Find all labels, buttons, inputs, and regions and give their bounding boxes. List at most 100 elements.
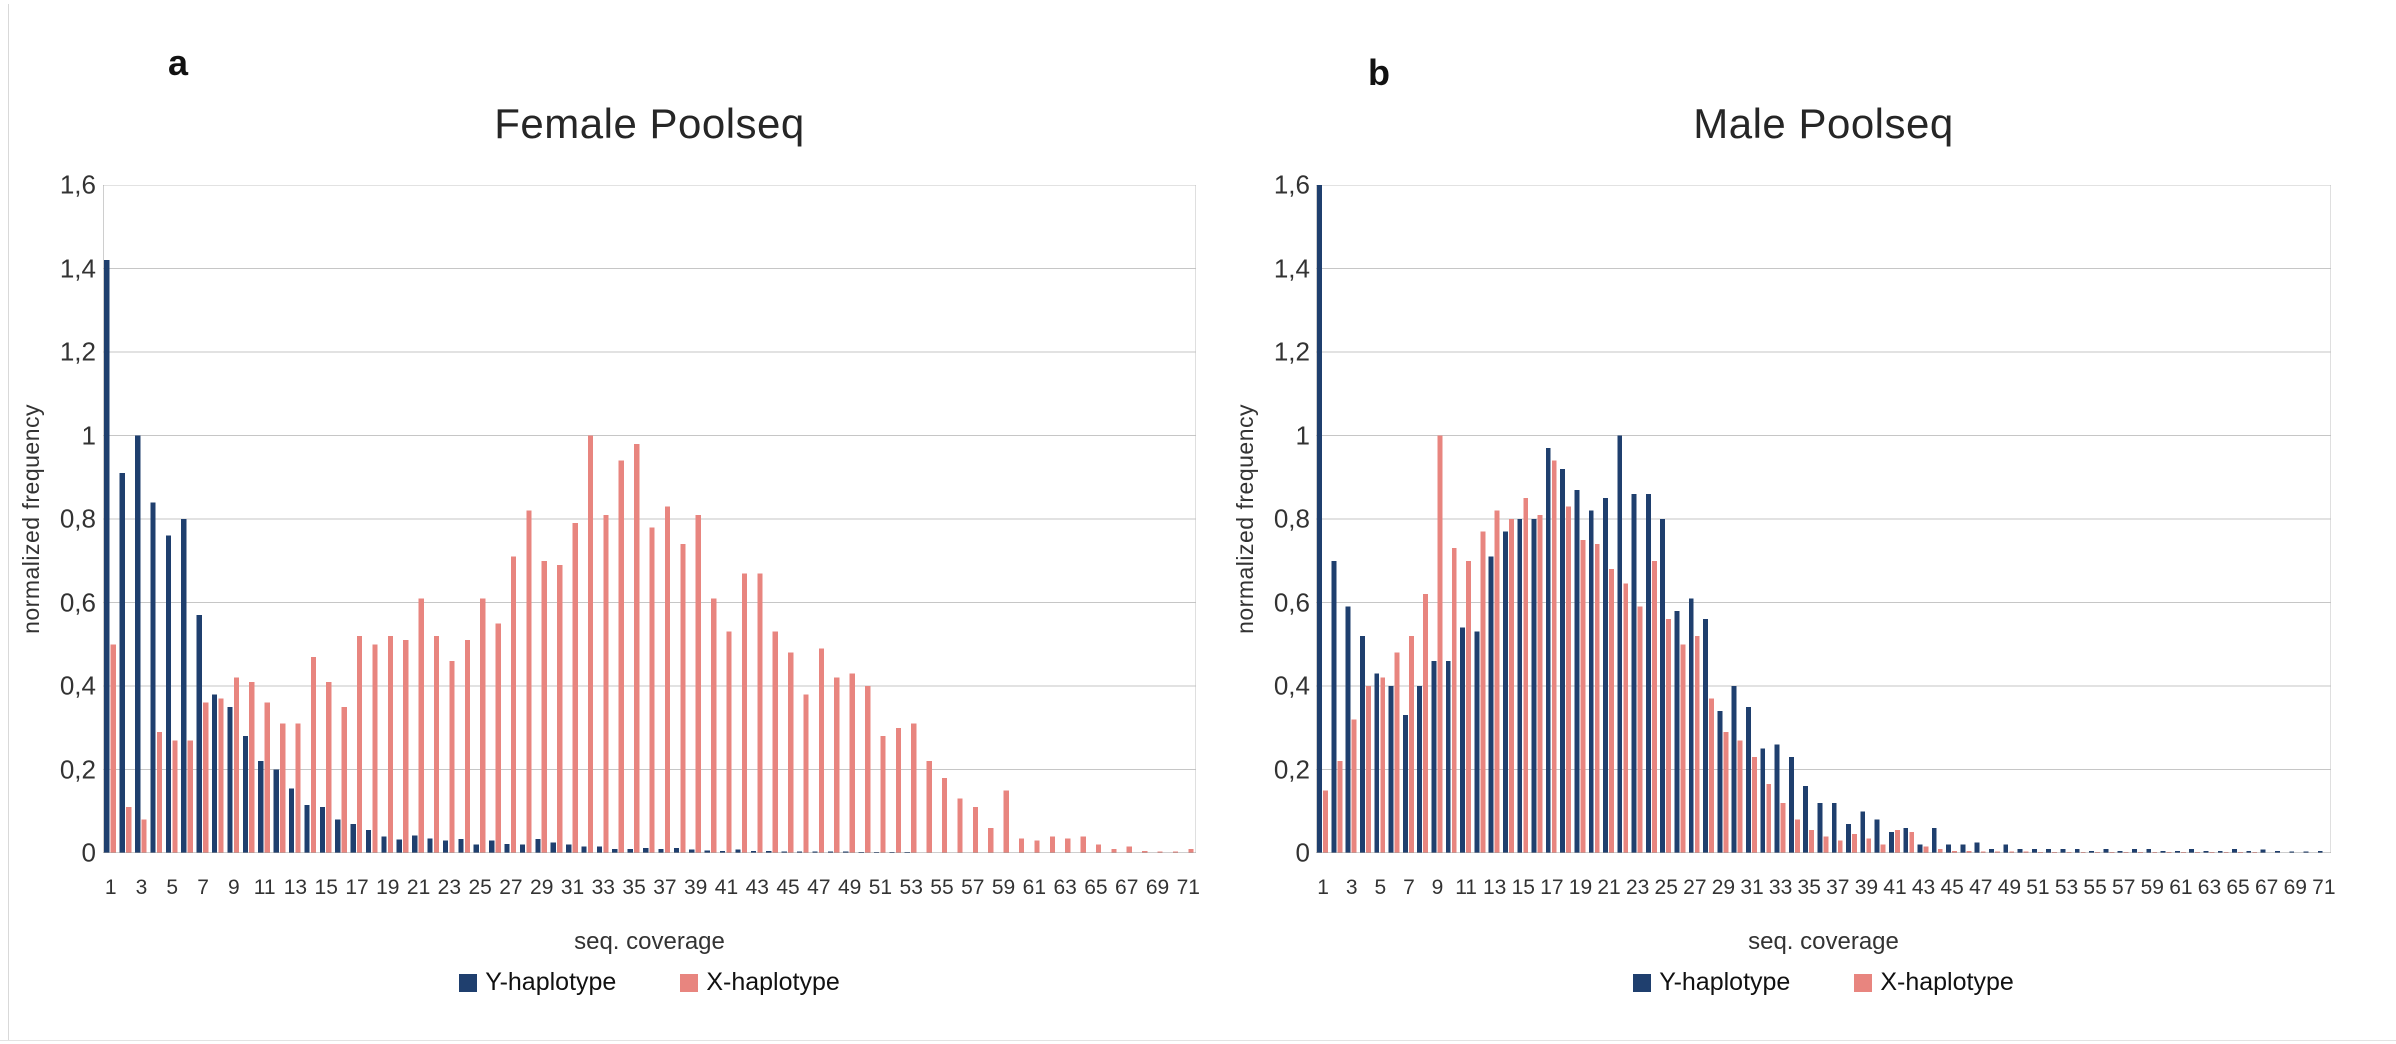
x-tick-label: 37 [1826,876,1850,899]
y-tick-label: 1 [81,420,96,450]
y-tick-label: 0,4 [59,670,96,701]
bar-y-haplotype-x49 [2003,844,2009,853]
x-tick-label: 67 [1115,876,1139,899]
bar-y-haplotype-x13 [1488,556,1494,853]
x-tick-label: 51 [2026,876,2050,899]
bar-y-haplotype-x22 [427,838,433,853]
x-tick-label: 23 [437,876,462,899]
bar-x-haplotype-x48 [1995,851,2000,853]
bar-x-haplotype-x34 [618,460,624,853]
x-tick-label: 27 [1683,876,1707,899]
bar-y-haplotype-x19 [1574,489,1580,853]
x-tick-label: 57 [961,876,985,899]
bar-x-haplotype-x7 [1408,635,1414,853]
bar-x-haplotype-x41 [726,631,732,853]
bar-y-haplotype-x25 [473,844,479,853]
bar-y-haplotype-x50 [2017,848,2023,853]
bar-x-haplotype-x5 [172,740,178,853]
bar-x-haplotype-x19 [1580,539,1586,853]
bar-y-haplotype-x10 [1445,660,1451,853]
panel-male-poolseq: b Male Poolseq normalized frequency 1,6 1… [1232,0,2396,1044]
bar-x-haplotype-x3 [1351,719,1357,853]
bar-x-haplotype-x24 [1651,560,1657,853]
legend-item-x-haplotype: X-haplotype [680,968,840,997]
bar-x-haplotype-x33 [1780,802,1786,853]
bar-x-haplotype-x22 [433,635,440,853]
bar-x-haplotype-x9 [1437,435,1443,853]
bar-y-haplotype-x34 [612,848,618,853]
bar-x-haplotype-x10 [1451,548,1457,853]
x-tick-label: 47 [807,876,831,899]
bar-y-haplotype-x39 [689,849,695,853]
bar-x-haplotype-x25 [480,598,486,853]
bar-y-haplotype-x31 [566,844,572,853]
bar-x-haplotype-x45 [788,652,794,853]
x-tick-label: 31 [1740,876,1764,899]
bar-x-haplotype-x16 [1537,514,1543,853]
x-tick-label: 39 [683,876,708,899]
bar-y-haplotype-x45 [781,851,787,853]
x-tick-label: 33 [591,876,615,899]
bar-y-haplotype-x17 [1545,448,1551,853]
bar-x-haplotype-x30 [1737,740,1743,853]
bar-x-haplotype-x12 [1480,531,1486,853]
x-tick-label: 31 [560,876,585,899]
bar-x-haplotype-x39 [695,514,701,853]
bar-x-haplotype-x65 [1095,844,1102,853]
bar-y-haplotype-x20 [1588,510,1594,853]
bar-x-haplotype-x66 [1111,848,1117,853]
bar-x-haplotype-x46 [1966,850,1972,853]
bar-x-haplotype-x49 [2009,851,2015,853]
bar-x-haplotype-x4 [1366,686,1371,853]
x-tick-label: 63 [2197,876,2222,899]
x-tick-label: 53 [2054,876,2079,899]
bar-y-haplotype-x44 [766,850,772,853]
x-haplotype-swatch-icon [1854,973,1873,992]
bar-y-haplotype-x8 [1417,686,1423,853]
bar-y-haplotype-x60 [2160,850,2166,853]
bar-y-haplotype-x24 [458,839,464,853]
x-axis-title: seq. coverage [1748,928,1899,955]
x-tick-label: 21 [1597,876,1621,899]
x-tick-label: 59 [2140,876,2164,899]
bar-x-haplotype-x39 [1866,838,1872,853]
bar-x-haplotype-x51 [880,736,886,853]
bar-y-haplotype-x47 [1974,842,1980,853]
y-tick-label: 1 [1295,420,1310,450]
x-tick-label: 51 [868,876,893,899]
x-tick-label: 29 [530,876,554,899]
bar-x-haplotype-x31 [1752,756,1757,853]
bar-y-haplotype-x8 [211,694,218,853]
legend-label: Y-haplotype [1659,968,1791,996]
page-edge-left [8,4,9,1040]
bar-y-haplotype-x9 [227,706,233,853]
bar-x-haplotype-x42 [741,573,748,853]
bar-y-haplotype-x42 [1903,827,1909,853]
bar-x-haplotype-x28 [1709,698,1714,853]
bar-x-haplotype-x9 [233,677,240,853]
bar-x-haplotype-x13 [1494,510,1500,853]
bar-y-haplotype-x36 [643,847,649,853]
bar-y-haplotype-x37 [658,848,664,853]
bar-x-haplotype-x42 [1909,832,1915,853]
y-tick-label: 0,2 [1273,754,1310,784]
bar-y-haplotype-x14 [1502,531,1508,853]
y-tick-label: 0,4 [1273,670,1310,701]
bar-y-haplotype-x11 [258,761,264,853]
x-tick-label: 11 [253,876,276,899]
bar-y-haplotype-x43 [750,850,757,853]
bar-y-haplotype-x16 [1531,519,1537,853]
y-axis-ticks: 1,6 1,4 1,2 1 0,8 0,6 0,4 0,2 0 [20,170,96,868]
x-tick-label: 23 [1625,876,1650,899]
bar-y-haplotype-x62 [2189,848,2195,853]
bar-x-haplotype-x47 [818,648,825,853]
bar-x-haplotype-x6 [187,740,193,853]
bar-x-haplotype-x50 [865,686,871,853]
x-tick-label: 5 [166,876,179,899]
y-tick-label: 1,4 [59,253,96,283]
bar-y-haplotype-x44 [1931,827,1937,853]
x-haplotype-swatch-icon [680,973,699,992]
bar-y-haplotype-x2 [119,473,125,853]
x-tick-label: 19 [1568,876,1593,899]
x-tick-label: 71 [2312,876,2336,899]
